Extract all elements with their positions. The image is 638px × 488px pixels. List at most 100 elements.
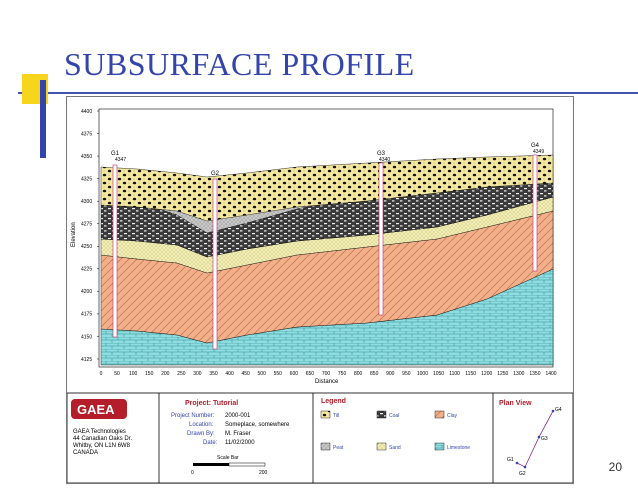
title-underline	[18, 92, 638, 94]
y-axis-label: Elevation	[71, 222, 77, 247]
borehole-g1: G1 4347	[111, 151, 126, 338]
x-tick-label: 100	[129, 371, 138, 377]
x-tick-label: 250	[177, 371, 186, 377]
y-tick-label: 4350	[81, 154, 92, 160]
y-tick-label: 4300	[81, 199, 92, 205]
y-tick-label: 4375	[81, 131, 92, 137]
slide-title: SUBSURFACE PROFILE	[64, 46, 415, 82]
x-tick-label: 600	[290, 371, 299, 377]
borehole-g3: G3 4340	[377, 151, 390, 316]
project-number-label: Project Number:	[171, 413, 215, 419]
y-tick-label: 4200	[81, 289, 92, 295]
x-tick-label: 1050	[433, 371, 444, 377]
plan-point-g3: G3	[541, 436, 548, 442]
y-tick-label: 4150	[81, 334, 92, 340]
location-value: Someplace, somewhere	[225, 422, 290, 428]
x-tick-label: 450	[241, 371, 250, 377]
scale-tick-0: 0	[191, 470, 194, 476]
borehole-g1-elevation: 4347	[115, 157, 126, 163]
date-label: Date:	[203, 440, 218, 446]
company-line-4: CANADA	[73, 450, 98, 456]
y-tick-label: 4400	[81, 109, 92, 115]
project-title: Project: Tutorial	[185, 400, 238, 407]
plan-point-g2: G2	[519, 471, 526, 477]
x-tick-label: 750	[338, 371, 347, 377]
drawn-by-label: Drawn By:	[187, 431, 215, 437]
company-line-3: Whitby, ON L1N 6W8	[73, 443, 131, 449]
x-tick-label: 200	[161, 371, 170, 377]
scale-bar: Scale Bar 0 200	[191, 455, 268, 476]
x-tick-label: 50	[114, 371, 120, 377]
svg-text:Peat: Peat	[333, 445, 344, 451]
borehole-g2: G2	[211, 171, 220, 350]
borehole-g1-label: G1	[111, 151, 120, 157]
x-tick-label: 300	[193, 371, 202, 377]
borehole-g3-elevation: 4340	[379, 157, 390, 163]
y-tick-label: 4275	[81, 222, 92, 228]
borehole-g4: G4 4349	[531, 143, 544, 272]
x-tick-label: 650	[306, 371, 315, 377]
gaea-logo: GAEA	[71, 399, 127, 419]
svg-text:Till: Till	[333, 413, 339, 419]
x-axis-ticks: 0 50 100 150 200 250 300 350 400 450 500 550 600 650 7…	[100, 371, 557, 377]
svg-text:Coal: Coal	[389, 413, 399, 419]
x-axis-label: Distance	[315, 379, 339, 385]
legend-peat: Peat	[320, 442, 344, 451]
svg-text:Clay: Clay	[447, 413, 458, 419]
y-tick-label: 4250	[81, 244, 92, 250]
legend-till: Till	[320, 410, 339, 419]
x-tick-label: 1000	[417, 371, 428, 377]
plan-view-title: Plan View	[499, 400, 532, 407]
svg-text:Limestone: Limestone	[447, 445, 470, 451]
svg-text:Scale Bar: Scale Bar	[217, 455, 239, 461]
svg-text:Sand: Sand	[389, 445, 401, 451]
x-tick-label: 1250	[497, 371, 508, 377]
x-tick-label: 1150	[465, 371, 476, 377]
x-tick-label: 1200	[481, 371, 492, 377]
legend-title: Legend	[321, 398, 346, 405]
subsurface-profile-diagram: G1 4347 G2 G3 4340 G4 4349 4400437543504…	[66, 108, 574, 484]
x-tick-label: 900	[386, 371, 395, 377]
title-block: GAEA GAEA Technologies 44 Canadian Oaks …	[66, 392, 574, 484]
x-tick-label: 1100	[449, 371, 460, 377]
plan-point-g1: G1	[507, 457, 514, 463]
x-tick-label: 1350	[529, 371, 540, 377]
legend-limestone: Limestone	[434, 442, 470, 451]
x-tick-label: 400	[225, 371, 234, 377]
y-tick-label: 4225	[81, 267, 92, 273]
date-value: 11/02/2000	[225, 440, 255, 446]
page-number: 20	[608, 460, 622, 474]
x-tick-label: 950	[402, 371, 411, 377]
x-tick-label: 150	[145, 371, 154, 377]
borehole-g4-label: G4	[531, 143, 540, 149]
x-tick-label: 700	[322, 371, 331, 377]
y-axis-ticks: 4400 4375 4350 4325 4300 4275 4250 4225 4200 4175…	[81, 109, 99, 363]
legend-sand: Sand	[376, 442, 401, 451]
x-tick-label: 350	[209, 371, 218, 377]
x-tick-label: 1300	[513, 371, 524, 377]
x-tick-label: 0	[100, 371, 103, 377]
x-tick-label: 850	[370, 371, 379, 377]
plan-view-map: G4 G3 G1 G2	[507, 407, 562, 477]
x-tick-label: 800	[354, 371, 363, 377]
profile-figure: G1 4347 G2 G3 4340 G4 4349 4400 4375 4350 4…	[66, 96, 574, 484]
y-tick-label: 4175	[81, 312, 92, 318]
y-tick-label: 4325	[81, 176, 92, 182]
legend-coal: Coal	[376, 410, 399, 419]
project-number-value: 2000-001	[225, 413, 251, 419]
scale-tick-200: 200	[259, 470, 268, 476]
legend-clay: Clay	[434, 410, 458, 419]
y-tick-label: 4125	[81, 357, 92, 363]
x-tick-label: 1400	[545, 371, 556, 377]
drawn-by-value: M. Fraser	[225, 431, 251, 437]
svg-text:GAEA: GAEA	[77, 402, 115, 417]
company-line-2: 44 Canadian Oaks Dr.	[73, 436, 132, 442]
borehole-g3-label: G3	[377, 151, 386, 157]
location-label: Location:	[189, 422, 214, 428]
borehole-g4-elevation: 4349	[533, 149, 544, 155]
x-tick-label: 550	[274, 371, 283, 377]
x-tick-label: 500	[258, 371, 267, 377]
plan-point-g4: G4	[555, 407, 562, 413]
borehole-g2-label: G2	[211, 171, 220, 177]
company-line-1: GAEA Technologies	[73, 429, 126, 435]
